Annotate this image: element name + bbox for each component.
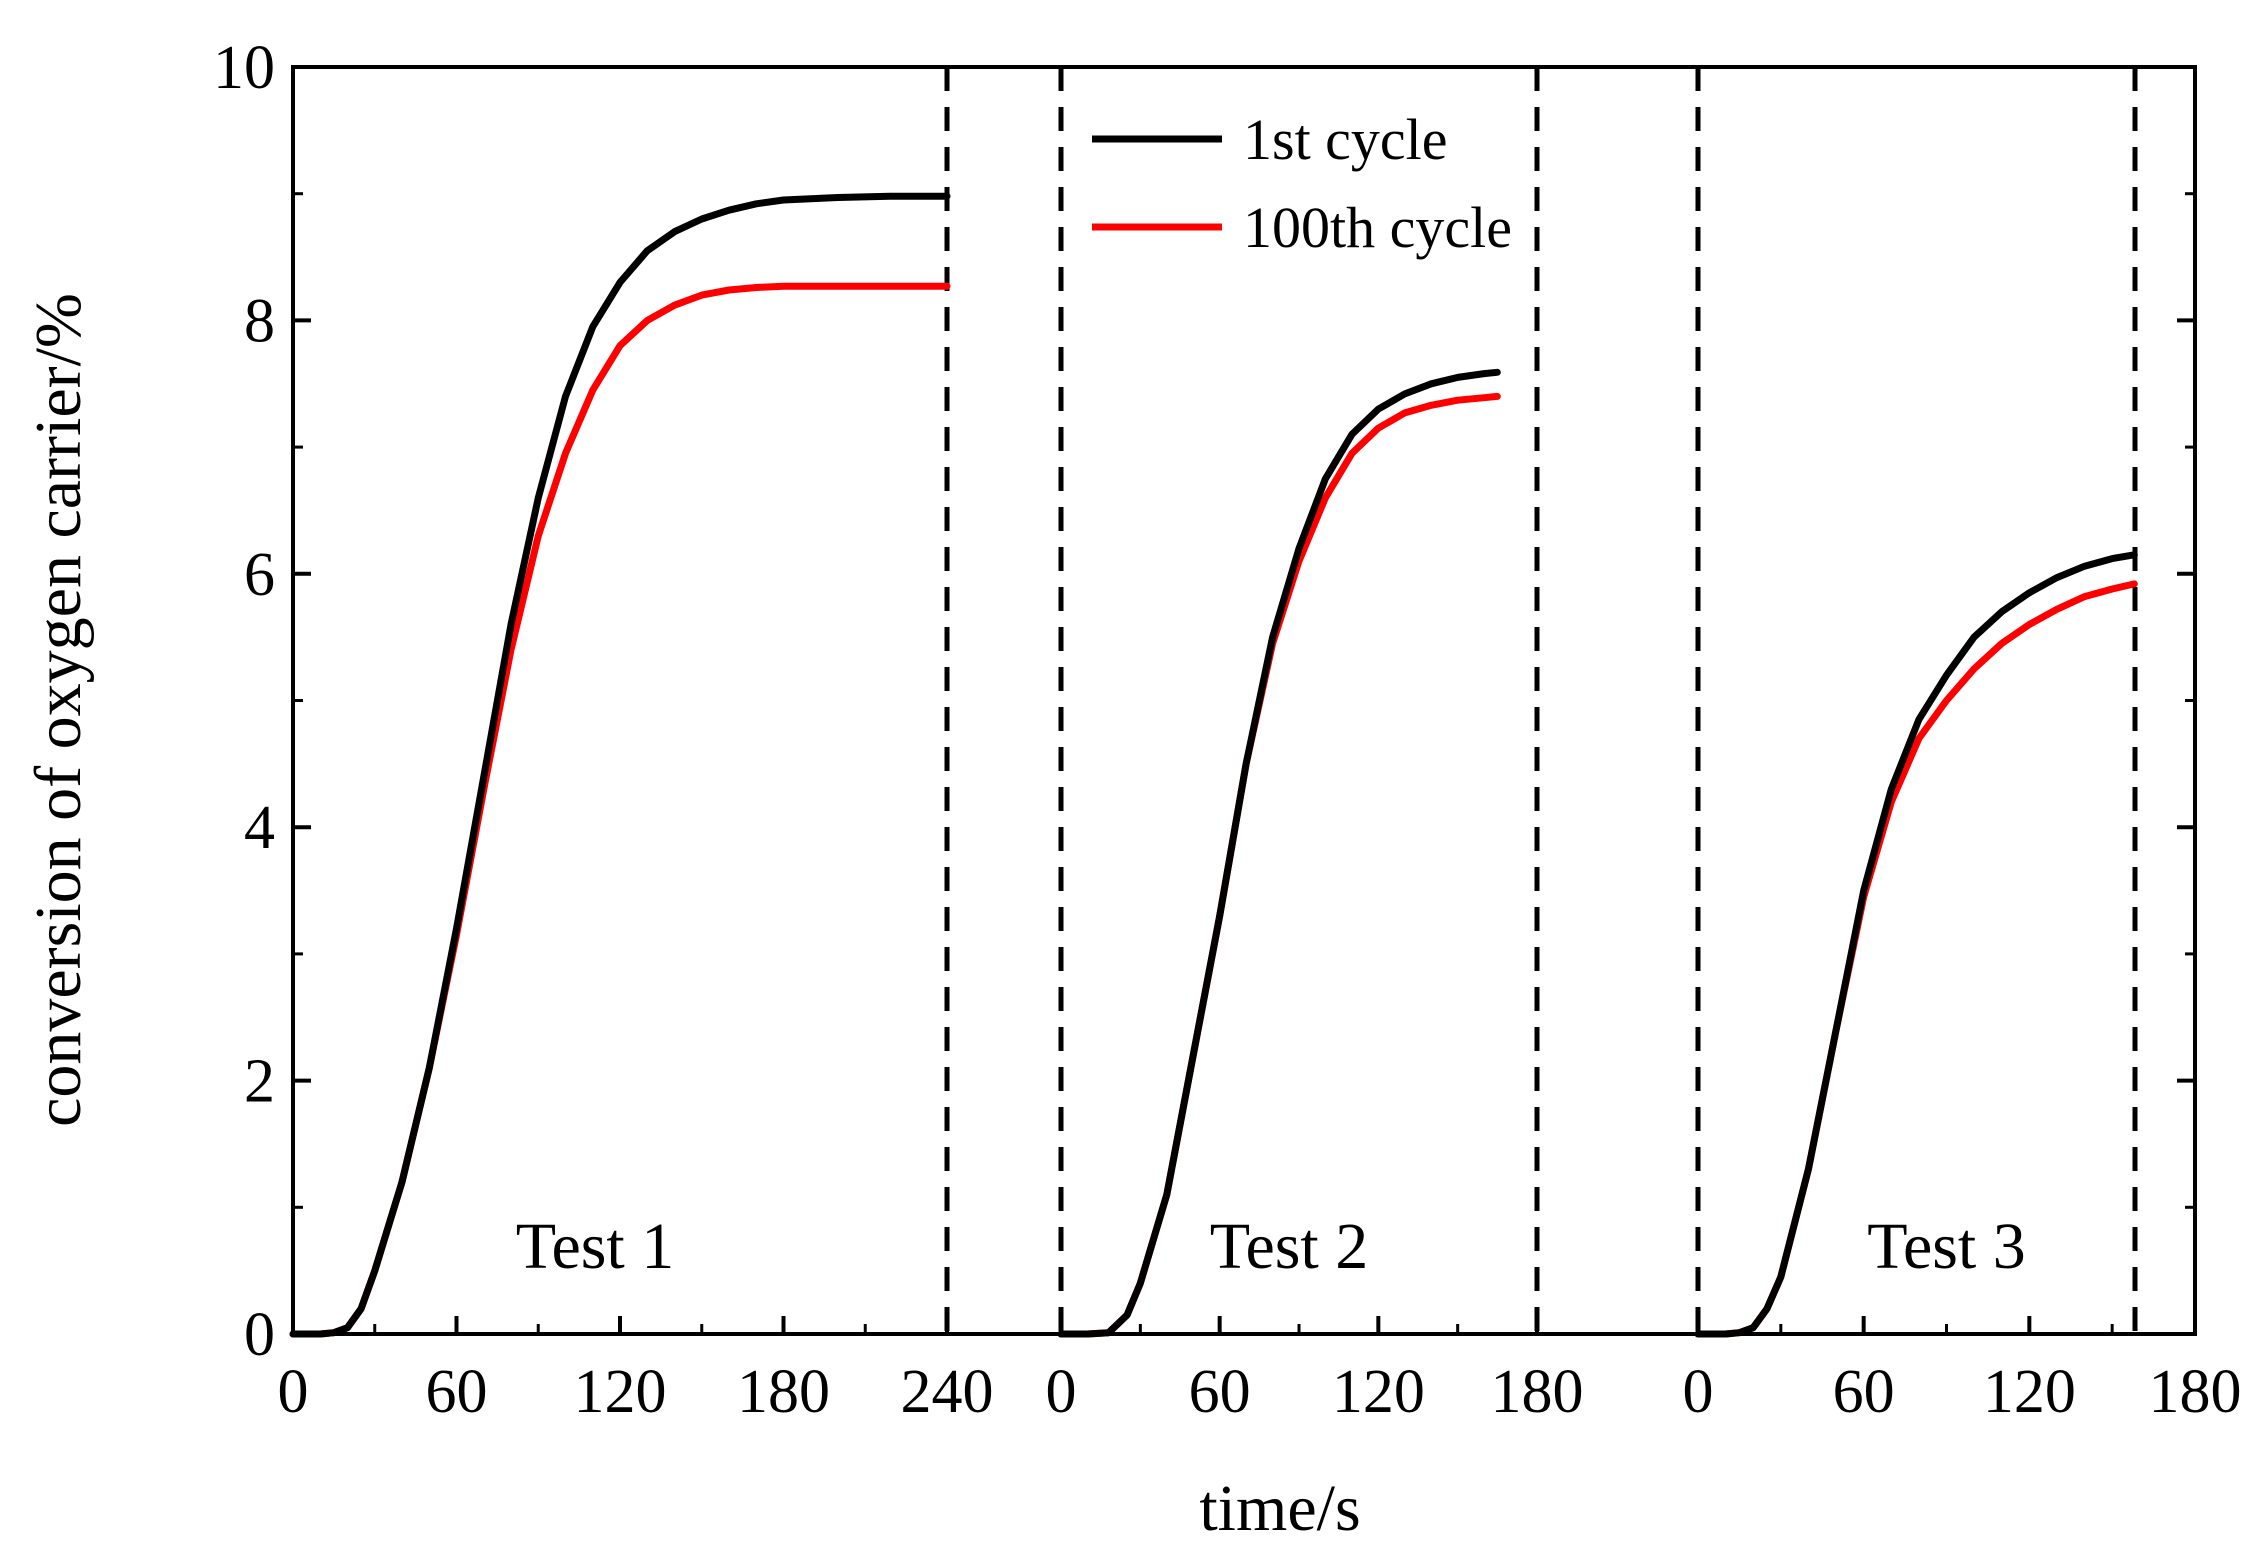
panel-1-x-tick-label-0: 0: [278, 1358, 309, 1426]
panel-2-series-1st-cycle: [1057, 368, 1501, 1338]
panel-3-x-tick-label-0: 0: [1683, 1358, 1714, 1426]
legend: 1st cycle 100th cycle: [1092, 107, 1512, 260]
panel-1-label: Test 1: [516, 1210, 675, 1283]
y-axis-title: conversion of oxygen carrier/%: [22, 293, 95, 1127]
legend-label-1st-cycle: 1st cycle: [1243, 107, 1448, 172]
y-tick-label-10: 10: [213, 34, 275, 102]
x-axis-title: time/s: [1199, 1472, 1360, 1545]
y-tick-label-4: 4: [244, 794, 275, 862]
y-tick-label-6: 6: [244, 541, 275, 609]
series-layer: [289, 192, 2138, 1338]
panel-1-x-tick-label-240: 240: [901, 1358, 994, 1426]
panel-3-x-tick-label-180: 180: [2149, 1358, 2242, 1426]
panel-3-label: Test 3: [1867, 1210, 2026, 1283]
panel-2-label: Test 2: [1210, 1210, 1369, 1283]
panel-3-x-tick-label-60: 60: [1833, 1358, 1895, 1426]
y-tick-label-8: 8: [244, 287, 275, 355]
y-tick-label-2: 2: [244, 1048, 275, 1116]
label-layer: 0 2 4 6 8 10 0 60 120 180 240 Test 1 0 60 120 180 Test 2…: [213, 34, 2242, 1426]
panel-2-x-tick-label-60: 60: [1189, 1358, 1251, 1426]
panel-2-x-tick-label-0: 0: [1046, 1358, 1077, 1426]
panel-2-x-tick-label-180: 180: [1491, 1358, 1584, 1426]
tick-layer: [291, 65, 2197, 1336]
panel-1-x-tick-label-180: 180: [737, 1358, 830, 1426]
panel-2-series-100th-cycle: [1057, 392, 1501, 1338]
panel-1-series-1st-cycle: [289, 192, 951, 1338]
panel-1-series-100th-cycle: [289, 282, 951, 1338]
panel-1-x-tick-label-120: 120: [574, 1358, 667, 1426]
legend-label-100th-cycle: 100th cycle: [1243, 195, 1512, 260]
panel-3-x-tick-label-120: 120: [1983, 1358, 2076, 1426]
panel-1-x-tick-label-60: 60: [426, 1358, 488, 1426]
panel-3-series-1st-cycle: [1694, 551, 2138, 1338]
panel-2-x-tick-label-120: 120: [1332, 1358, 1425, 1426]
y-tick-label-0: 0: [244, 1301, 275, 1369]
